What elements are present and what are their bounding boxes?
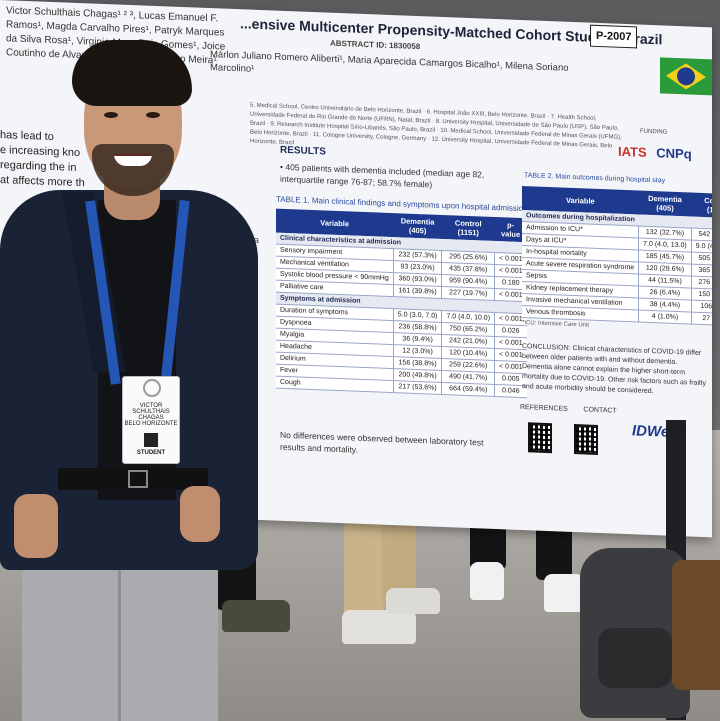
- results-text: • 405 patients with dementia included (m…: [280, 161, 485, 190]
- left-hand: [14, 494, 58, 558]
- curly-hair: [72, 40, 192, 106]
- table-cell: 217 (53.6%): [393, 380, 442, 395]
- person-shoe: [386, 588, 440, 614]
- table1-header: Dementia (405): [393, 213, 442, 239]
- iats-logo: IATS: [618, 143, 647, 160]
- person-shoe: [342, 610, 416, 644]
- badge-name: VICTOR: [139, 403, 163, 409]
- table1-header: Control (1151): [441, 214, 495, 241]
- table2-title: TABLE 2. Main outcomes during hospital s…: [524, 172, 666, 185]
- abstract-id: ABSTRACT ID: 1830058: [330, 38, 421, 52]
- eye: [104, 112, 118, 118]
- funding-label: FUNDING: [640, 128, 668, 136]
- backpack: [580, 548, 690, 718]
- table2-header: Control (1151): [691, 192, 712, 219]
- name-badge: VICTOR SCHULTHAIS CHAGAS BELO HORIZONTE …: [122, 376, 180, 464]
- belt-buckle: [128, 470, 148, 488]
- badge-subtitle: SCHULTHAIS CHAGAS: [132, 409, 170, 421]
- table2-header: Dementia (405): [638, 190, 692, 217]
- badge-city: BELO HORIZONTE: [124, 421, 178, 427]
- smile: [114, 154, 152, 166]
- table2: Variable Dementia (405) Control (1151) p…: [522, 186, 712, 328]
- funding-logos: IATS CNPq: [618, 144, 692, 162]
- badge-role: STUDENT: [136, 450, 166, 456]
- references-qr-code: [528, 422, 552, 454]
- conclusion-text: CONCLUSION: Clinical characteristics of …: [522, 343, 707, 396]
- references-label: REFERENCES: [520, 403, 568, 413]
- eye: [146, 112, 160, 118]
- presenter: VICTOR SCHULTHAIS CHAGAS BELO HORIZONTE …: [0, 40, 270, 721]
- person-shoe: [470, 562, 504, 600]
- references-contact: REFERENCES CONTACT: [520, 404, 617, 415]
- brazil-flag-icon: [660, 57, 712, 96]
- right-hand: [180, 486, 220, 542]
- board-number: P-2007: [590, 24, 638, 49]
- table-cell: 27 (2.3%): [691, 312, 712, 327]
- contact-qr-code: [574, 424, 598, 455]
- table-cell: 4 (1.0%): [638, 310, 692, 325]
- table1: Variable Dementia (405) Control (1151) p…: [276, 208, 527, 399]
- table-cell: 664 (59.4%): [441, 382, 495, 397]
- contact-label: CONTACT: [583, 406, 617, 415]
- no-difference-text: No differences were observed between lab…: [280, 429, 484, 455]
- badge-qr-code: [144, 433, 158, 447]
- cnpq-logo: CNPq: [656, 145, 692, 162]
- belt: [58, 468, 208, 490]
- person-shoe: [544, 574, 584, 612]
- table2-footnote: *ICU: Intensive Care Unit: [522, 320, 590, 329]
- handbag: [672, 560, 720, 690]
- results-heading: RESULTS: [280, 144, 326, 158]
- person-shoe: [222, 600, 290, 632]
